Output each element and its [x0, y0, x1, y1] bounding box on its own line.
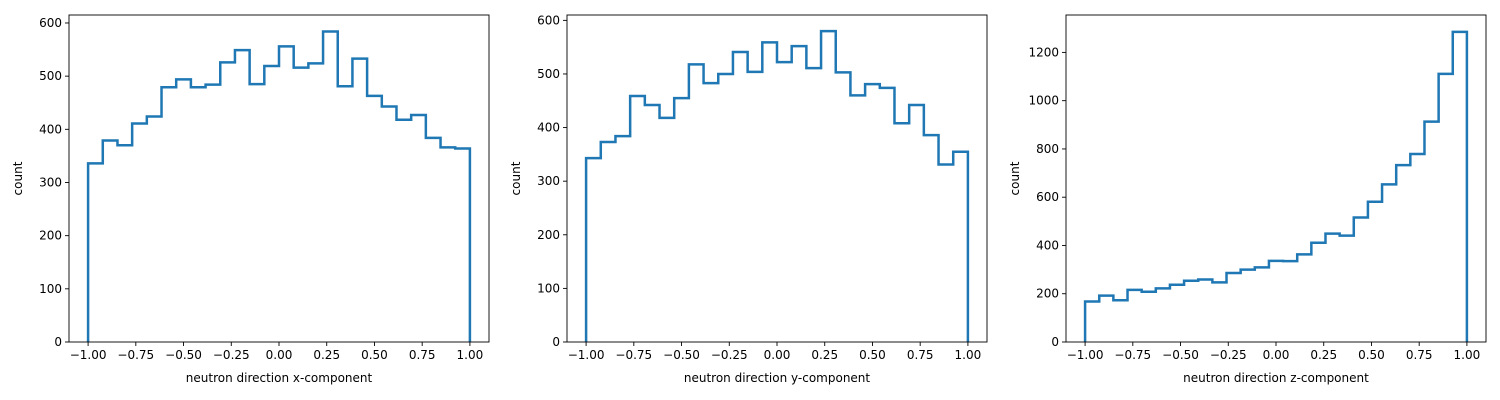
y-tick-label: 0: [1051, 335, 1059, 349]
x-tick-label: −0.75: [615, 348, 652, 362]
y-tick-label: 0: [552, 335, 560, 349]
axes-frame: [1065, 14, 1487, 343]
y-tick-label: 200: [537, 228, 560, 242]
x-tick-label: −0.25: [213, 348, 250, 362]
y-tick-label: 1000: [1028, 94, 1059, 108]
y-tick-label: 100: [537, 281, 560, 295]
y-tick-label: 500: [39, 69, 62, 83]
x-tick-label: 0.25: [1310, 348, 1337, 362]
x-tick-label: −0.50: [1162, 348, 1199, 362]
x-tick-label: 0.25: [811, 348, 838, 362]
x-tick-label: −0.25: [1210, 348, 1247, 362]
x-tick-label: −1.00: [1067, 348, 1104, 362]
x-tick-label: −1.00: [70, 348, 107, 362]
x-tick-label: 1.00: [1454, 348, 1481, 362]
y-axis-label: count: [1008, 161, 1022, 195]
histogram-step-line: [86, 30, 472, 342]
x-axis-label: neutron direction y-component: [684, 371, 871, 385]
y-tick-label: 200: [1036, 287, 1059, 301]
y-tick-label: 500: [537, 67, 560, 81]
x-tick-label: 0.50: [1358, 348, 1385, 362]
y-tick-label: 800: [1036, 142, 1059, 156]
y-tick-label: 600: [537, 13, 560, 27]
x-tick-label: 0.00: [266, 348, 293, 362]
y-tick-label: 100: [39, 282, 62, 296]
histogram-step-line: [1083, 30, 1469, 342]
y-tick-label: 300: [39, 175, 62, 189]
histogram-panel-z: −1.00 −0.75 −0.50 −0.25 0.00 0.25 0.50 0.75 1.00…: [1008, 14, 1487, 385]
y-tick-label: 300: [537, 174, 560, 188]
axes-frame: [566, 14, 988, 343]
x-tick-label: 0.75: [907, 348, 934, 362]
y-tick-label: 1200: [1028, 45, 1059, 59]
x-tick-label: 0.00: [764, 348, 791, 362]
y-tick-label: 600: [39, 16, 62, 30]
x-tick-label: −0.50: [663, 348, 700, 362]
x-tick-label: 0.75: [1406, 348, 1433, 362]
histogram-panel-y: −1.00 −0.75 −0.50 −0.25 0.00 0.25 0.50 0.75 1.00…: [509, 13, 988, 385]
x-tick-label: 1.00: [457, 348, 484, 362]
y-axis-label: count: [11, 161, 25, 195]
y-tick-label: 400: [1036, 238, 1059, 252]
x-tick-label: 0.50: [361, 348, 388, 362]
x-tick-label: 0.00: [1263, 348, 1290, 362]
y-tick-label: 200: [39, 229, 62, 243]
x-tick-label: 0.25: [313, 348, 340, 362]
x-tick-label: −0.75: [117, 348, 154, 362]
x-tick-label: 0.50: [859, 348, 886, 362]
x-tick-label: 0.75: [409, 348, 436, 362]
x-tick-label: −0.50: [165, 348, 202, 362]
x-tick-label: −0.25: [711, 348, 748, 362]
y-axis-label: count: [509, 161, 523, 195]
x-tick-label: −1.00: [568, 348, 605, 362]
x-axis-label: neutron direction z-component: [1183, 371, 1369, 385]
y-tick-label: 400: [537, 121, 560, 135]
y-tick-label: 600: [1036, 190, 1059, 204]
x-axis-label: neutron direction x-component: [186, 371, 373, 385]
histogram-step-line: [584, 29, 970, 342]
x-tick-label: 1.00: [955, 348, 982, 362]
histogram-panel-x: −1.00 −0.75 −0.50 −0.25 0.00 0.25 0.50 0.75 1.00…: [11, 14, 490, 385]
y-tick-label: 0: [54, 335, 62, 349]
y-tick-label: 400: [39, 122, 62, 136]
x-tick-label: −0.75: [1114, 348, 1151, 362]
